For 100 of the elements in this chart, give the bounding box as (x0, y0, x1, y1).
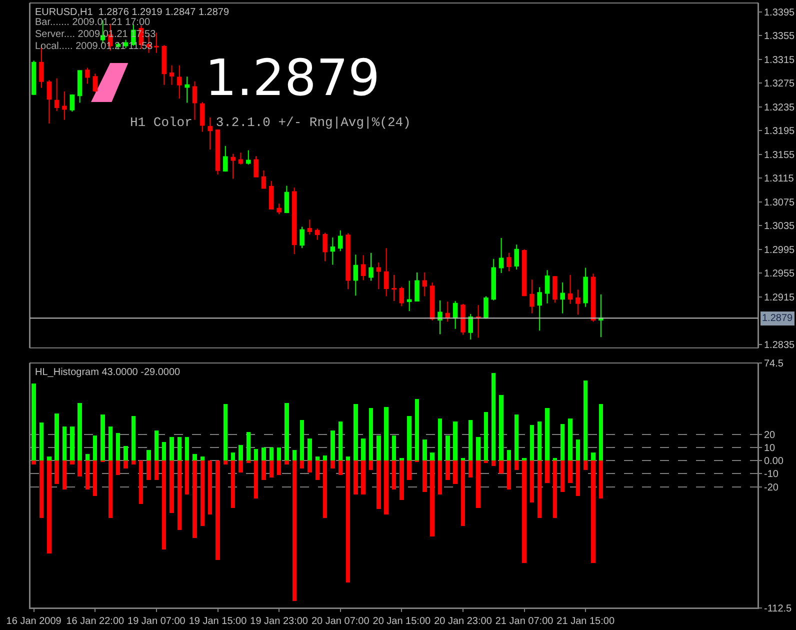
candlestick (399, 286, 404, 307)
bar (116, 433, 120, 461)
bar (284, 402, 289, 461)
bar (560, 460, 565, 492)
bar (400, 458, 404, 461)
bar (116, 460, 120, 476)
bar (506, 460, 512, 490)
bar (346, 460, 350, 582)
bar (545, 460, 550, 483)
y-tick-label: 1.3395 (764, 7, 796, 18)
bar (292, 450, 296, 461)
bar (170, 437, 174, 461)
x-tick-label: 19 Jan 07:00 (128, 616, 186, 627)
bar (276, 447, 282, 461)
bar (484, 460, 488, 464)
candlestick (430, 282, 435, 322)
candlestick (284, 185, 290, 214)
y-tick-label: 1.2955 (764, 268, 796, 280)
candlestick (338, 230, 343, 252)
candlestick (314, 228, 320, 240)
chart-title: EURUSD,H1 1.2876 1.2919 1.2847 1.2879 (35, 7, 230, 18)
bar (446, 436, 450, 461)
bar (354, 460, 358, 495)
candlestick (177, 64, 182, 100)
y-tick-label: 1.3115 (764, 174, 794, 185)
y-tick-label: 1.3275 (764, 78, 796, 90)
bar (552, 460, 558, 518)
candlestick (491, 258, 496, 301)
bar (368, 460, 374, 470)
bar (468, 460, 473, 478)
bar (438, 418, 442, 461)
bar (300, 420, 304, 461)
bar (254, 460, 258, 499)
candlestick (530, 279, 534, 314)
bar (338, 421, 342, 461)
annotation: H1 Color 3.2.1.0 +/- Rng|Avg|%(24) (130, 115, 411, 130)
y-tick-label: 0.00 (764, 456, 784, 468)
bar (499, 460, 504, 474)
bar (330, 430, 335, 461)
bar (315, 460, 320, 480)
bar (131, 460, 136, 465)
y-tick-label: 1.3195 (764, 126, 796, 138)
candlestick (583, 267, 588, 308)
candlestick (422, 272, 428, 297)
bar (530, 460, 534, 503)
bar (583, 460, 588, 470)
y-tick-label: -112.5 (764, 604, 792, 615)
bar (146, 450, 151, 461)
candlestick (522, 248, 527, 296)
bar (514, 414, 519, 461)
candlestick (31, 60, 36, 96)
candlestick (544, 270, 550, 304)
bar (208, 460, 212, 514)
y-tick-label: 10 (764, 442, 776, 454)
bar (530, 425, 534, 461)
candlestick (238, 152, 244, 165)
bar (492, 460, 496, 466)
bar (47, 456, 52, 461)
candlestick (276, 203, 282, 215)
candlestick (590, 273, 596, 322)
bar (192, 460, 197, 538)
candlestick (506, 252, 512, 272)
bar (376, 436, 381, 461)
bar (78, 402, 82, 461)
bar (93, 436, 98, 461)
bar (269, 460, 274, 478)
chart-title: HL_Histogram 43.0000 -29.0000 (35, 367, 181, 378)
bar (93, 460, 98, 496)
bar (192, 454, 197, 461)
ref-line-label: 1.2879 (762, 313, 794, 324)
candlestick (254, 156, 258, 178)
bar (322, 460, 328, 518)
bar (499, 395, 504, 461)
bar (39, 460, 44, 518)
bar (108, 460, 113, 518)
bar (139, 460, 144, 504)
bar (131, 416, 136, 461)
bar (492, 372, 496, 461)
x-tick-label: 21 Jan 15:00 (556, 616, 615, 627)
candlestick (360, 254, 366, 281)
bar (292, 460, 296, 601)
bar (322, 455, 328, 461)
candlestick (484, 296, 488, 319)
candlestick (85, 67, 90, 84)
x-tick-label: 16 Jan 22:00 (66, 616, 124, 627)
y-tick-label: 1.3155 (764, 150, 796, 161)
candlestick (261, 170, 266, 190)
bar (47, 460, 52, 554)
candlestick (460, 303, 466, 336)
bar (430, 460, 434, 537)
candlestick (568, 274, 573, 304)
candlestick (476, 304, 481, 338)
bar (453, 460, 458, 484)
bar (32, 460, 36, 465)
bar (200, 456, 205, 461)
y-tick-label: 1.2995 (764, 244, 796, 256)
bar (308, 460, 312, 472)
bar (446, 460, 450, 480)
candlestick (77, 70, 82, 104)
x-tick-label: 16 Jan 2009 (6, 616, 62, 627)
